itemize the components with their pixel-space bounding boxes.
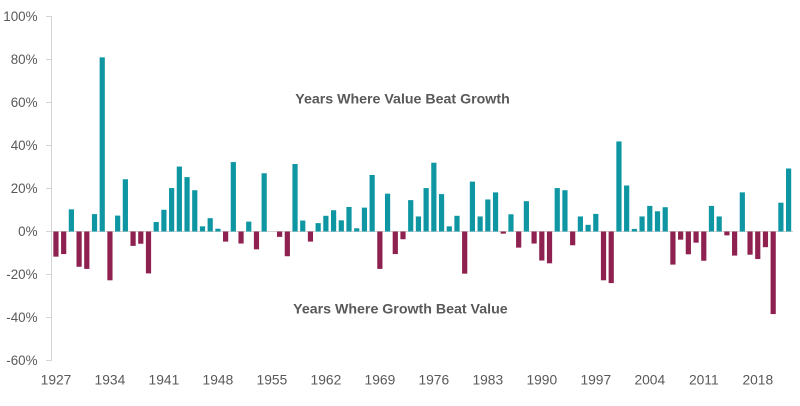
svg-text:0%: 0%	[18, 224, 37, 239]
svg-text:-60%: -60%	[6, 353, 37, 368]
svg-text:2004: 2004	[634, 373, 665, 388]
svg-text:Years Where Growth Beat Value: Years Where Growth Beat Value	[293, 301, 508, 317]
svg-text:1990: 1990	[526, 373, 557, 388]
svg-text:1969: 1969	[365, 373, 396, 388]
svg-text:1948: 1948	[203, 373, 234, 388]
svg-text:1976: 1976	[418, 373, 449, 388]
svg-text:1997: 1997	[580, 373, 611, 388]
svg-text:2011: 2011	[689, 373, 719, 388]
svg-text:60%: 60%	[11, 95, 38, 110]
svg-text:1934: 1934	[95, 373, 126, 388]
svg-text:Years Where Value Beat Growth: Years Where Value Beat Growth	[295, 91, 509, 107]
svg-text:40%: 40%	[11, 138, 38, 153]
svg-text:-20%: -20%	[6, 267, 37, 282]
svg-text:20%: 20%	[11, 181, 38, 196]
svg-text:100%: 100%	[3, 9, 37, 24]
svg-text:2018: 2018	[742, 373, 773, 388]
svg-text:1927: 1927	[41, 373, 72, 388]
svg-text:1983: 1983	[472, 373, 503, 388]
svg-text:1941: 1941	[149, 373, 180, 388]
svg-text:-40%: -40%	[6, 310, 37, 325]
svg-text:80%: 80%	[11, 52, 38, 67]
svg-text:1955: 1955	[257, 373, 288, 388]
svg-text:1962: 1962	[311, 373, 342, 388]
